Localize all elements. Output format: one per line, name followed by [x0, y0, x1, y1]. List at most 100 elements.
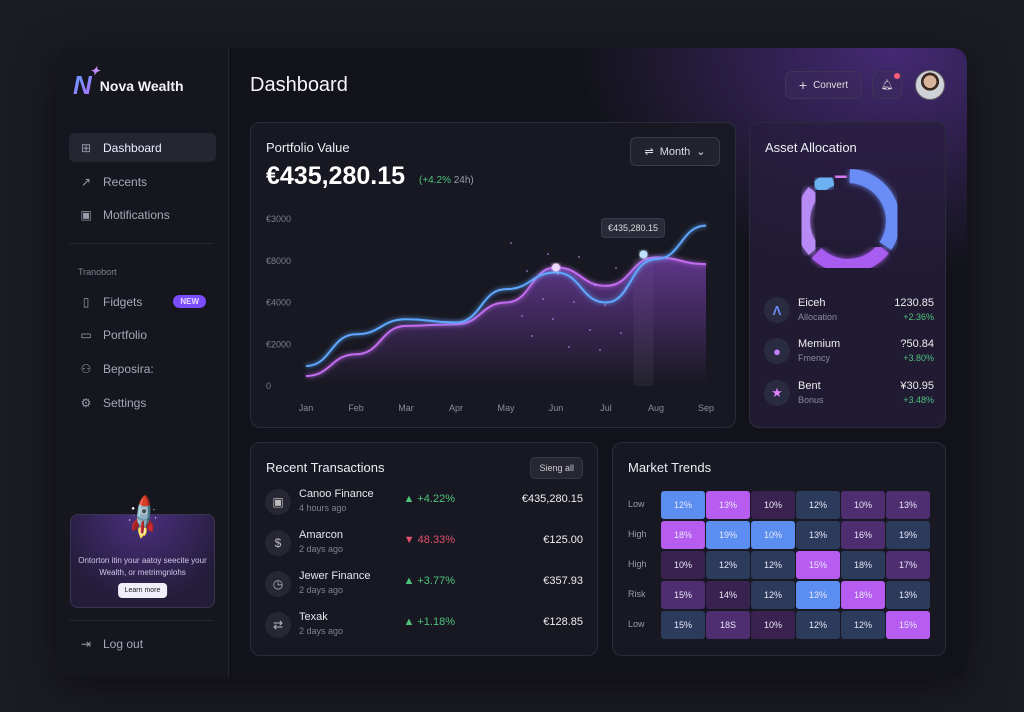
sparkle — [552, 318, 554, 320]
rocket-icon: 🚀 — [118, 493, 169, 544]
asset-item[interactable]: Λ Eiceh Allocation 1230.85 +2.36% — [764, 295, 934, 325]
donut-segment[interactable] — [811, 172, 836, 195]
x-tick-label: Feb — [348, 403, 364, 413]
sparkle — [557, 273, 559, 275]
highlight-point[interactable] — [639, 250, 648, 259]
heatmap-cell[interactable]: 19% — [706, 521, 750, 549]
learn-more-button[interactable]: Learn more — [117, 583, 168, 598]
heatmap-cell[interactable]: 14% — [706, 581, 750, 609]
heatmap-cell[interactable]: 15% — [796, 551, 840, 579]
heatmap-cell[interactable]: 12% — [751, 551, 795, 579]
heatmap-cell[interactable]: 17% — [886, 551, 930, 579]
heatmap-cell[interactable]: 10% — [751, 491, 795, 519]
label: Month — [659, 145, 691, 158]
asset-item[interactable]: ● Memium Fmency ?50.84 +3.80% — [764, 336, 934, 366]
see-all-button[interactable]: Sieng all — [530, 457, 583, 479]
transaction-amount: €435,280.15 — [521, 493, 583, 505]
transaction-row[interactable]: ◷ Jewer Finance 2 days ago ▲ +3.77% €357… — [265, 569, 583, 603]
file-icon: ▯ — [82, 294, 90, 309]
logout-button[interactable]: ⇥ Log out — [69, 629, 216, 658]
transaction-time: 2 days ago — [299, 585, 344, 595]
x-tick-label: Jul — [600, 403, 612, 413]
asset-name: Memium — [798, 338, 841, 350]
promo-card: 🚀 Ontorton itin your aatoy seecite your … — [70, 494, 215, 608]
asset-sub: Allocation — [798, 312, 838, 322]
plus-icon: + — [798, 77, 808, 93]
heatmap-cell[interactable]: 12% — [706, 551, 750, 579]
heatmap-cell[interactable]: 10% — [661, 551, 705, 579]
avatar[interactable] — [915, 70, 945, 100]
heatmap-cell[interactable]: 12% — [751, 581, 795, 609]
heatmap-cell[interactable]: 13% — [886, 491, 930, 519]
y-tick-label: €4000 — [266, 298, 291, 308]
x-tick-label: Sep — [698, 403, 714, 413]
transaction-row[interactable]: $ Amarcon 2 days ago ▼ 48.33% €125.00 — [265, 528, 583, 562]
period-select[interactable]: ⇌ Month ⌄ — [630, 137, 720, 166]
sidebar-item-portfolio[interactable]: ▭ Portfolio — [69, 320, 216, 349]
arrow-up-logo-icon: Λ — [764, 297, 790, 323]
heatmap-cell[interactable]: 12% — [841, 611, 885, 639]
sidebar-item-deposits[interactable]: ⚇ Beposira: — [69, 354, 216, 383]
heatmap-cell[interactable]: 19% — [886, 521, 930, 549]
sparkle — [620, 332, 622, 334]
star-icon: ★ — [764, 380, 790, 406]
card-title: Recent Transactions — [266, 460, 385, 475]
heatmap-cell[interactable]: 13% — [796, 521, 840, 549]
heatmap-cell[interactable]: 15% — [661, 611, 705, 639]
asset-name: Eiceh — [798, 297, 826, 309]
logout-icon: ⇥ — [80, 636, 92, 651]
heatmap-cell[interactable]: 12% — [796, 491, 840, 519]
heatmap-cell[interactable]: 18% — [661, 521, 705, 549]
heatmap-cell[interactable]: 10% — [751, 521, 795, 549]
folder-icon: ▭ — [80, 327, 92, 342]
logo-mark-icon: N — [73, 64, 99, 101]
heatmap-cell[interactable]: 12% — [661, 491, 705, 519]
label: Motifications — [103, 207, 170, 222]
heatmap-cell[interactable]: 15% — [661, 581, 705, 609]
heatmap-cell[interactable]: 15% — [886, 611, 930, 639]
trend-icon: ↗ — [80, 174, 92, 189]
x-tick-label: Jan — [299, 403, 314, 413]
donut-segment[interactable] — [811, 244, 889, 273]
heatmap-cell[interactable]: 18S — [706, 611, 750, 639]
chevron-down-icon: ⌄ — [696, 146, 706, 158]
donut-segment[interactable] — [796, 186, 820, 256]
heatmap-cell[interactable]: 12% — [796, 611, 840, 639]
heatmap-cell[interactable]: 13% — [886, 581, 930, 609]
heatmap-cell[interactable]: 18% — [841, 581, 885, 609]
label: Recents — [103, 174, 148, 189]
heatmap-cell[interactable]: 18% — [841, 551, 885, 579]
allocation-donut — [796, 169, 900, 273]
transaction-name: Canoo Finance — [299, 488, 374, 500]
sparkle — [526, 270, 528, 272]
blob-icon: ● — [764, 338, 790, 364]
transaction-row[interactable]: ▣ Canoo Finance 4 hours ago ▲ +4.22% €43… — [265, 487, 583, 521]
divider — [69, 243, 213, 244]
transaction-name: Jewer Finance — [299, 570, 371, 582]
heatmap-cell[interactable]: 10% — [841, 491, 885, 519]
sidebar-item-notifications[interactable]: ▣ Motifications — [69, 200, 216, 229]
transaction-change: ▲ +4.22% — [403, 493, 455, 505]
sidebar-item-dashboard[interactable]: ⊞ Dashboard — [69, 133, 216, 162]
donut-segment[interactable] — [833, 169, 847, 185]
heatmap-cell[interactable]: 13% — [796, 581, 840, 609]
heatmap-cell[interactable]: 16% — [841, 521, 885, 549]
label: Beposira: — [103, 361, 154, 376]
sidebar-item-recents[interactable]: ↗ Recents — [69, 167, 216, 196]
heatmap-cell[interactable]: 10% — [751, 611, 795, 639]
card-title: Market Trends — [628, 460, 712, 475]
convert-button[interactable]: + Convert — [785, 71, 862, 99]
sparkle — [568, 346, 570, 348]
asset-item[interactable]: ★ Bent Bonus ¥30.95 +3.48% — [764, 378, 934, 408]
y-tick-label: €3000 — [266, 214, 291, 224]
notifications-button[interactable]: 🔔︎ — [872, 71, 902, 99]
sparkle — [599, 349, 601, 351]
highlight-point[interactable] — [552, 263, 560, 272]
sidebar-item-settings[interactable]: ⚙ Settings — [69, 388, 216, 417]
heatmap-cell[interactable]: 13% — [706, 491, 750, 519]
sidebar-item-fidgets[interactable]: ▯ Fidgets NEW — [69, 287, 216, 316]
logo[interactable]: NNova Wealth — [73, 64, 184, 101]
transaction-time: 2 days ago — [299, 544, 344, 554]
donut-segment[interactable] — [849, 169, 900, 250]
transaction-row[interactable]: ⇄ Texak 2 days ago ▲ +1.18% €128.85 — [265, 610, 583, 644]
